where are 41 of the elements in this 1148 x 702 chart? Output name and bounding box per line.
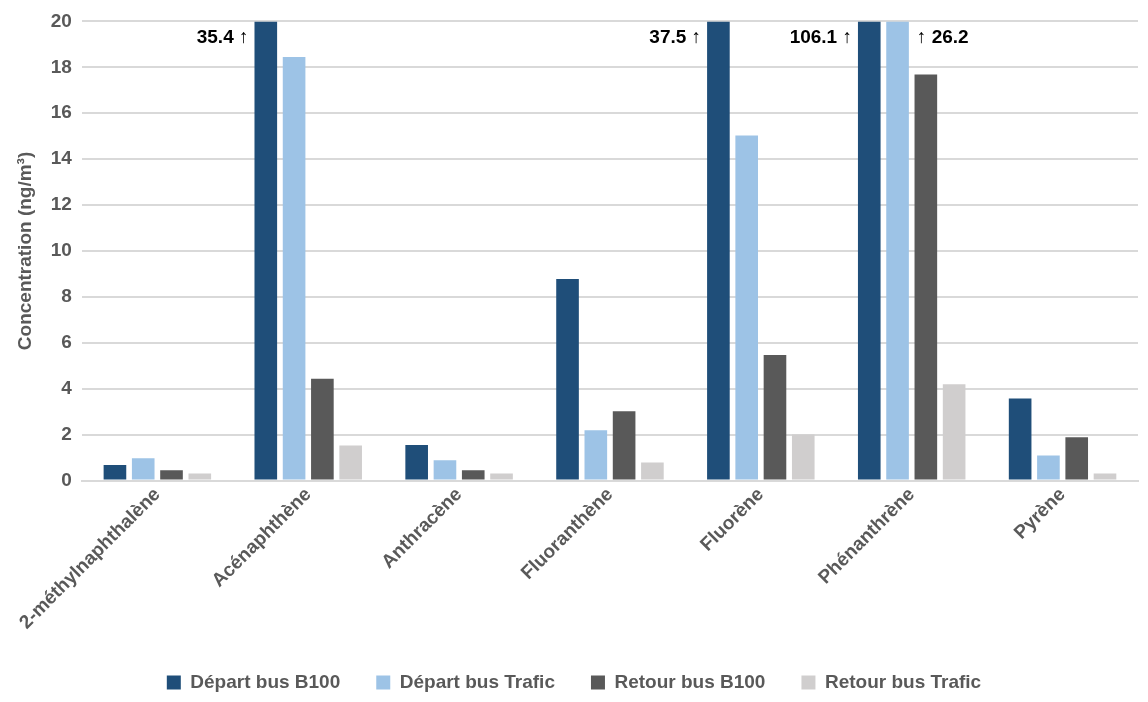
annotation: 35.4 ↑ — [196, 25, 249, 47]
bar — [914, 74, 938, 480]
annotation: 37.5 ↑ — [649, 25, 702, 47]
y-tick-label: 18 — [50, 55, 72, 77]
y-tick-label: 14 — [50, 147, 73, 169]
bar — [311, 378, 334, 480]
bar — [282, 56, 306, 480]
bar — [763, 354, 787, 480]
bar — [433, 460, 457, 480]
bar — [1065, 437, 1089, 480]
bar — [405, 444, 428, 480]
bar — [103, 465, 127, 480]
bar — [556, 278, 579, 480]
bar — [886, 21, 909, 480]
legend-label: Départ bus B100 — [190, 670, 341, 692]
y-tick-label: 6 — [61, 331, 72, 353]
bar — [1008, 398, 1032, 480]
y-tick-label: 2 — [61, 422, 72, 444]
legend-label: Départ bus Trafic — [399, 670, 556, 692]
y-tick-label: 20 — [50, 9, 72, 31]
bar — [131, 458, 155, 480]
annotation: 106.1 ↑ — [789, 25, 852, 47]
y-tick-label: 10 — [50, 239, 72, 261]
y-tick-label: 16 — [50, 101, 72, 123]
y-tick-label: 8 — [61, 285, 72, 307]
bar — [461, 470, 485, 480]
bar — [160, 470, 183, 480]
bar — [707, 21, 730, 480]
bar — [857, 21, 881, 480]
y-tick-label: 4 — [61, 376, 73, 398]
bar — [735, 135, 759, 480]
bar — [254, 21, 278, 480]
bar — [584, 430, 608, 480]
annotation: ↑ 26.2 — [916, 25, 969, 47]
bar — [612, 411, 636, 480]
legend-label: Retour bus B100 — [614, 670, 766, 692]
y-tick-label: 12 — [50, 193, 72, 215]
y-axis-title: Concentration (ng/m³) — [13, 151, 35, 351]
bar — [1037, 455, 1060, 480]
y-tick-label: 0 — [61, 468, 72, 490]
legend-label: Retour bus Trafic — [824, 670, 982, 692]
